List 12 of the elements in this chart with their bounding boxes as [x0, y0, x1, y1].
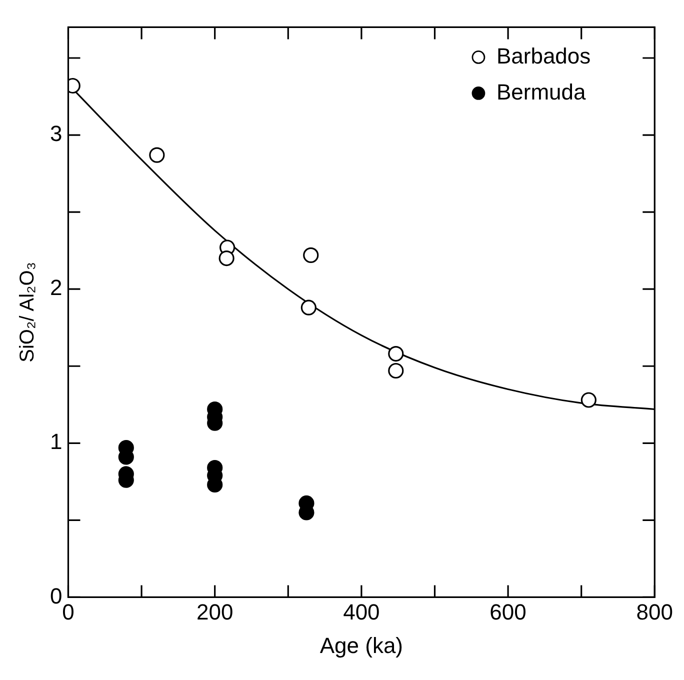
y-axis-title: SiO₂/ Al₂O₃ — [16, 262, 39, 362]
y-tick-label: 1 — [50, 429, 62, 454]
y-tick-label: 3 — [50, 121, 62, 146]
x-tick-label: 200 — [196, 599, 234, 624]
x-tick-label: 600 — [490, 599, 526, 624]
x-tick-label: 400 — [343, 599, 380, 624]
x-tick-label: 800 — [636, 599, 674, 624]
x-axis-title: Age (ka) — [320, 632, 404, 658]
y-tick-label: 0 — [50, 583, 62, 608]
y-tick-label: 2 — [50, 275, 62, 300]
legend-label: Barbados — [496, 43, 591, 68]
legend-label: Bermuda — [496, 79, 586, 104]
